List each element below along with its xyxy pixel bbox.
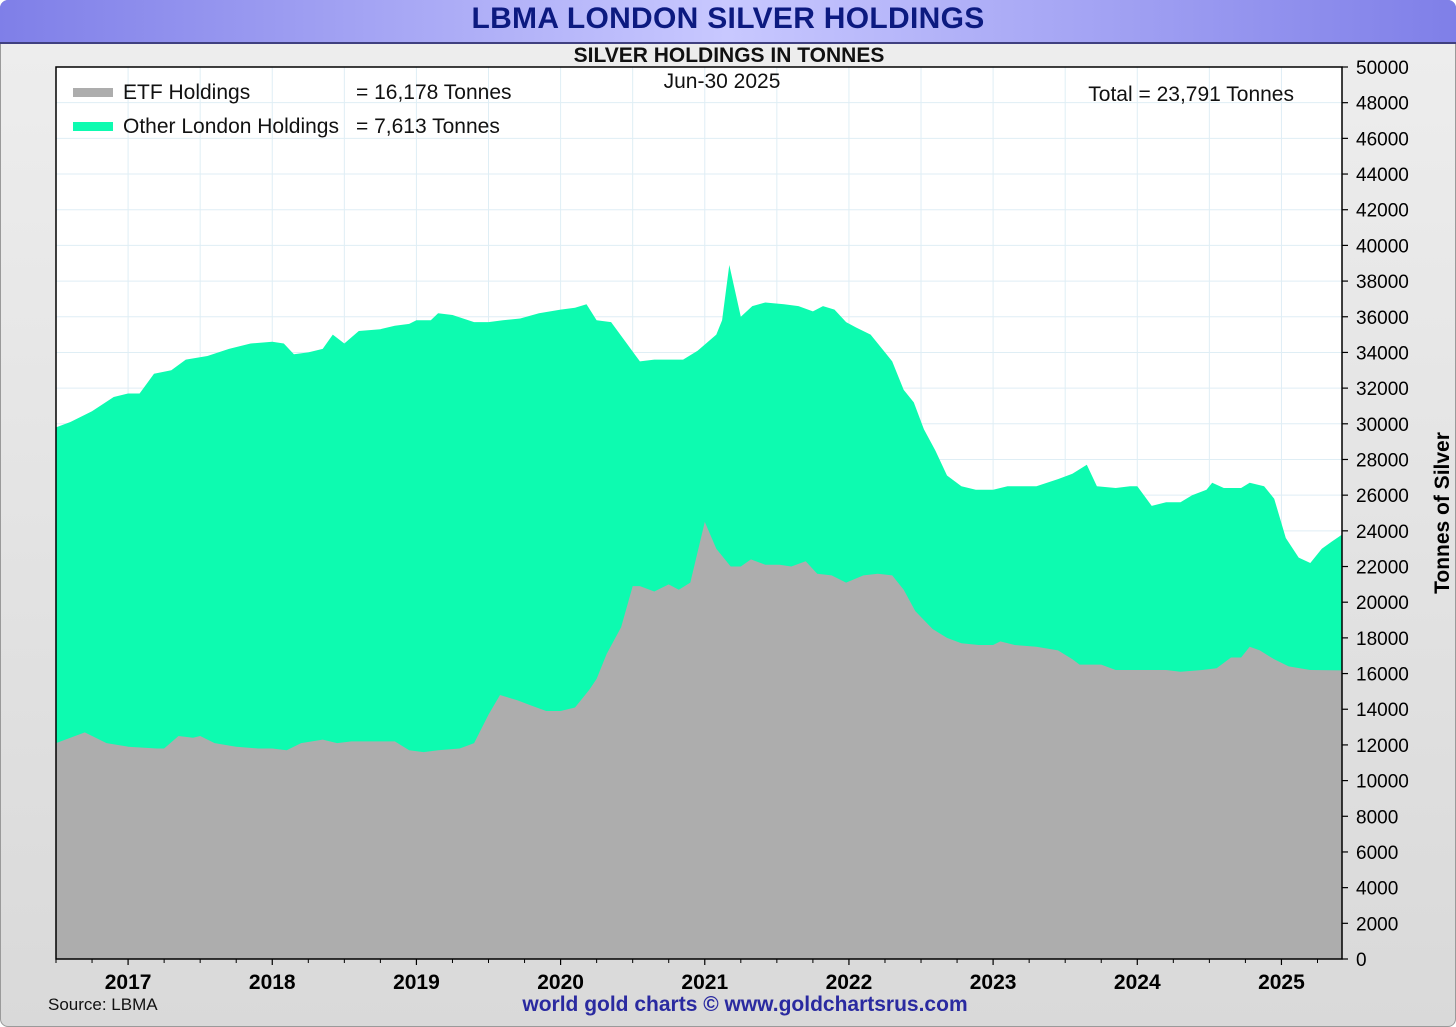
legend-value-other: = 7,613 Tonnes [356,115,500,138]
y-tick-label-20000: 20000 [1356,593,1409,614]
y-tick-label-26000: 26000 [1356,486,1409,507]
area-etf-holdings [56,521,1342,959]
y-axis: 0 2000 4000 6000 8000 10000 12000 14000 16000 180… [1342,58,1409,971]
x-tick-label-2020: 2020 [537,971,584,994]
legend-value-etf: = 16,178 Tonnes [356,81,512,104]
y-tick-label-42000: 42000 [1356,201,1409,222]
x-tick-label-2024: 2024 [1114,971,1161,994]
legend-label-etf: ETF Holdings [123,81,250,104]
y-tick-label-16000: 16000 [1356,665,1409,686]
y-tick-label-40000: 40000 [1356,236,1409,257]
y-tick-label-0: 0 [1356,950,1367,971]
x-axis: 2017 2018 2019 2020 2021 2022 2023 2024 2025 [55,959,1318,994]
y-tick-label-32000: 32000 [1356,379,1409,400]
y-tick-label-36000: 36000 [1356,308,1409,329]
y-tick-label-10000: 10000 [1356,772,1409,793]
x-tick-label-2025: 2025 [1258,971,1305,994]
x-tick-label-2022: 2022 [826,971,873,994]
x-tick-label-2021: 2021 [681,971,728,994]
y-tick-label-48000: 48000 [1356,94,1409,115]
y-tick-label-24000: 24000 [1356,522,1409,543]
x-tick-label-2018: 2018 [249,971,296,994]
legend-swatch-etf [73,88,113,97]
y-tick-label-46000: 46000 [1356,129,1409,150]
y-tick-label-2000: 2000 [1356,914,1398,935]
y-tick-label-30000: 30000 [1356,415,1409,436]
legend-total: Total = 23,791 Tonnes [1088,83,1294,106]
chart-subtitle: SILVER HOLDINGS IN TONNES [574,44,885,67]
x-tick-label-2017: 2017 [105,971,152,994]
y-tick-label-14000: 14000 [1356,700,1409,721]
legend-swatch-other [73,122,113,131]
credit-label: world gold charts © www.goldchartsrus.co… [521,993,967,1016]
y-tick-label-12000: 12000 [1356,736,1409,757]
y-axis-label: Tonnes of Silver [1431,432,1454,594]
source-label: Source: LBMA [48,995,158,1014]
y-tick-label-22000: 22000 [1356,558,1409,579]
y-tick-label-18000: 18000 [1356,629,1409,650]
y-tick-label-44000: 44000 [1356,165,1409,186]
legend-label-other: Other London Holdings [123,115,339,138]
y-tick-label-28000: 28000 [1356,450,1409,471]
title-banner [0,0,1456,44]
y-tick-label-8000: 8000 [1356,807,1398,828]
plot-border [55,66,1343,960]
y-tick-label-6000: 6000 [1356,843,1398,864]
chart-title: LBMA LONDON SILVER HOLDINGS [471,2,985,35]
date-label: Jun-30 2025 [664,70,781,93]
y-tick-label-34000: 34000 [1356,343,1409,364]
x-tick-label-2019: 2019 [393,971,440,994]
y-tick-label-38000: 38000 [1356,272,1409,293]
x-tick-label-2023: 2023 [970,971,1017,994]
y-tick-label-50000: 50000 [1356,58,1409,79]
y-tick-label-4000: 4000 [1356,879,1398,900]
